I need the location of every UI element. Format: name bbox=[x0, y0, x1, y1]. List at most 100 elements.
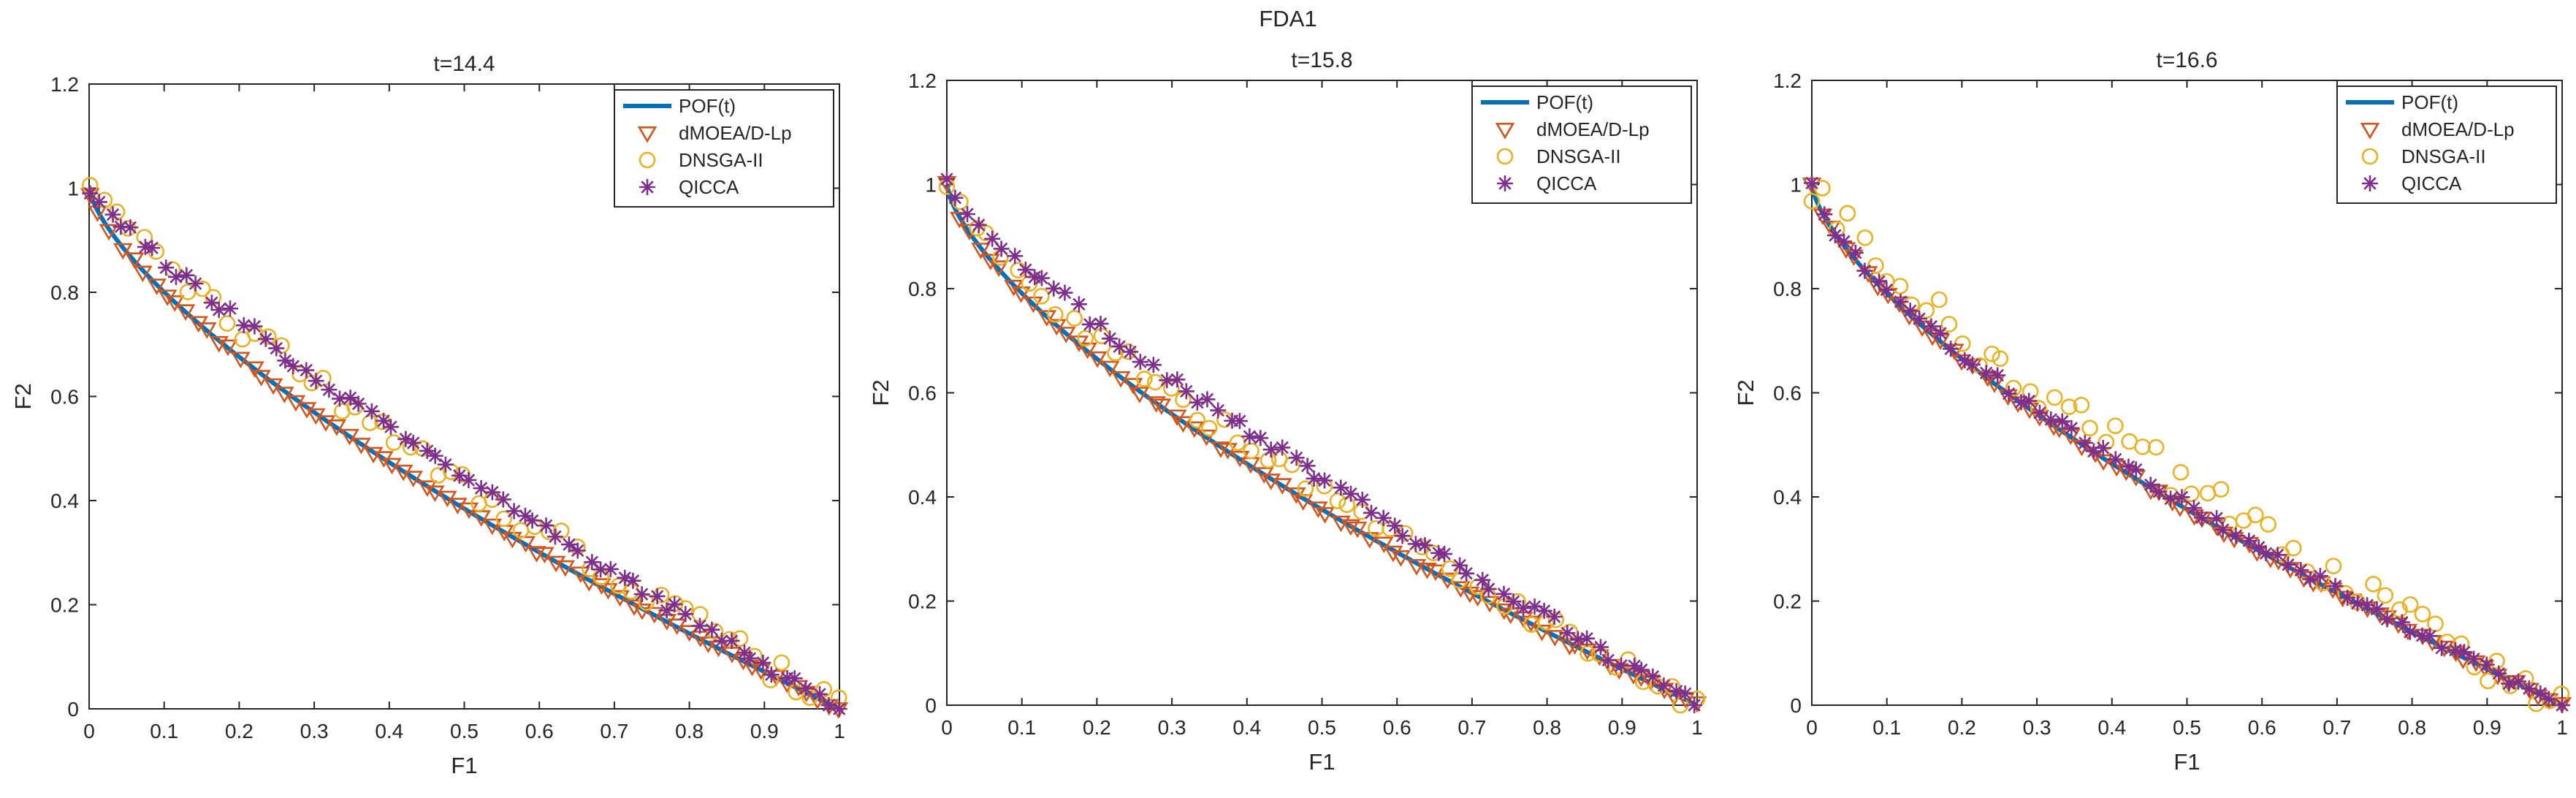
series-asterisk bbox=[1804, 175, 2570, 713]
marker-asterisk bbox=[1505, 593, 1522, 610]
marker-asterisk bbox=[617, 569, 633, 586]
marker-circle bbox=[1930, 291, 1948, 308]
marker-asterisk bbox=[473, 480, 489, 497]
marker-triangle bbox=[1123, 378, 1143, 395]
marker-asterisk bbox=[1515, 600, 1532, 617]
marker-triangle bbox=[218, 339, 238, 357]
marker-asterisk bbox=[2185, 499, 2202, 516]
legend-circle-swatch bbox=[1496, 148, 1514, 165]
marker-asterisk bbox=[2021, 392, 2038, 409]
legend: POF(t) dMOEA/D-Lp DNSGA-II QICCA bbox=[1471, 86, 1692, 204]
legend-label: dMOEA/D-Lp bbox=[2401, 118, 2515, 140]
marker-triangle bbox=[231, 352, 251, 369]
marker-asterisk bbox=[633, 586, 650, 603]
marker-triangle bbox=[1011, 286, 1031, 303]
marker-asterisk bbox=[1145, 357, 1162, 373]
marker-triangle bbox=[1078, 342, 1097, 360]
y-tick-label: 0.4 bbox=[1773, 486, 1802, 509]
marker-asterisk bbox=[2151, 483, 2168, 500]
marker-asterisk bbox=[1892, 293, 1909, 310]
marker-triangle bbox=[2043, 419, 2064, 436]
marker-circle bbox=[1047, 306, 1064, 323]
marker-asterisk bbox=[2401, 623, 2418, 640]
marker-asterisk bbox=[235, 317, 252, 334]
marker-asterisk bbox=[723, 632, 740, 649]
marker-asterisk bbox=[187, 276, 204, 292]
y-tick-label: 0 bbox=[1790, 694, 1802, 717]
marker-asterisk bbox=[1835, 233, 1852, 250]
marker-asterisk bbox=[1354, 491, 1371, 508]
legend-circle-swatch bbox=[639, 151, 656, 169]
marker-triangle bbox=[555, 560, 576, 577]
marker-circle bbox=[1579, 645, 1596, 662]
marker-triangle bbox=[351, 438, 371, 455]
marker-circle bbox=[552, 522, 570, 539]
legend-label: POF(t) bbox=[1536, 91, 1593, 113]
marker-asterisk bbox=[158, 259, 175, 276]
marker-circle bbox=[1992, 350, 2009, 367]
marker-circle bbox=[1867, 257, 1884, 274]
x-tick-label: 0.7 bbox=[600, 720, 628, 742]
marker-triangle bbox=[417, 480, 438, 497]
marker-asterisk bbox=[2369, 601, 2385, 618]
marker-triangle bbox=[1184, 421, 1205, 438]
marker-circle bbox=[969, 219, 986, 237]
marker-asterisk bbox=[666, 596, 683, 612]
marker-asterisk bbox=[2241, 533, 2257, 550]
x-tick-label: 0.5 bbox=[450, 720, 479, 742]
marker-asterisk bbox=[2063, 419, 2080, 436]
marker-asterisk bbox=[484, 484, 500, 501]
marker-triangle bbox=[1391, 550, 1411, 567]
marker-asterisk bbox=[2540, 691, 2557, 707]
marker-asterisk bbox=[2269, 547, 2286, 563]
y-tick-label: 0.8 bbox=[1773, 278, 1802, 300]
marker-asterisk bbox=[2501, 675, 2518, 692]
marker-asterisk bbox=[342, 390, 359, 406]
marker-asterisk bbox=[1677, 685, 1693, 702]
marker-asterisk bbox=[1826, 227, 1843, 244]
legend-label: DNSGA-II bbox=[679, 149, 763, 171]
marker-asterisk bbox=[363, 403, 380, 419]
marker-circle bbox=[773, 654, 790, 672]
marker-triangle bbox=[340, 428, 359, 446]
marker-asterisk bbox=[1033, 270, 1050, 286]
marker-circle bbox=[2046, 389, 2063, 406]
marker-asterisk bbox=[222, 300, 239, 317]
marker-circle bbox=[1189, 411, 1206, 429]
x-tick-label: 0.3 bbox=[300, 720, 329, 742]
x-tick-label: 0.5 bbox=[1308, 716, 1336, 739]
marker-circle bbox=[2172, 464, 2190, 481]
marker-asterisk bbox=[1387, 517, 1403, 534]
marker-triangle bbox=[157, 289, 178, 306]
marker-triangle bbox=[1211, 441, 1231, 458]
marker-triangle bbox=[245, 361, 264, 379]
legend-label: QICCA bbox=[679, 176, 739, 198]
marker-triangle bbox=[1341, 519, 1361, 536]
marker-circle bbox=[1146, 373, 1164, 391]
marker-asterisk bbox=[2209, 510, 2225, 527]
x-tick-label: 0.5 bbox=[2173, 716, 2201, 739]
y-tick-label: 0.2 bbox=[1773, 590, 1802, 613]
x-tick-label: 0.2 bbox=[225, 720, 254, 742]
marker-asterisk bbox=[1210, 402, 1227, 419]
marker-asterisk bbox=[1436, 546, 1453, 563]
marker-asterisk bbox=[2379, 611, 2396, 628]
marker-triangle bbox=[1146, 396, 1166, 413]
marker-triangle bbox=[1087, 351, 1108, 368]
marker-triangle bbox=[1383, 545, 1403, 563]
legend-label: POF(t) bbox=[679, 95, 736, 117]
marker-asterisk bbox=[1306, 470, 1322, 487]
marker-asterisk bbox=[2554, 697, 2570, 713]
marker-circle bbox=[2414, 606, 2431, 623]
marker-asterisk bbox=[1626, 658, 1643, 674]
marker-asterisk bbox=[602, 560, 619, 577]
marker-asterisk bbox=[144, 240, 161, 256]
marker-asterisk bbox=[2031, 404, 2048, 421]
x-tick-label: 0.2 bbox=[1083, 716, 1111, 739]
marker-asterisk bbox=[1252, 430, 1269, 446]
marker-asterisk bbox=[2257, 545, 2274, 562]
marker-asterisk bbox=[2228, 527, 2244, 544]
marker-asterisk bbox=[382, 419, 399, 436]
marker-circle bbox=[1136, 370, 1153, 387]
marker-triangle bbox=[1197, 429, 1216, 446]
